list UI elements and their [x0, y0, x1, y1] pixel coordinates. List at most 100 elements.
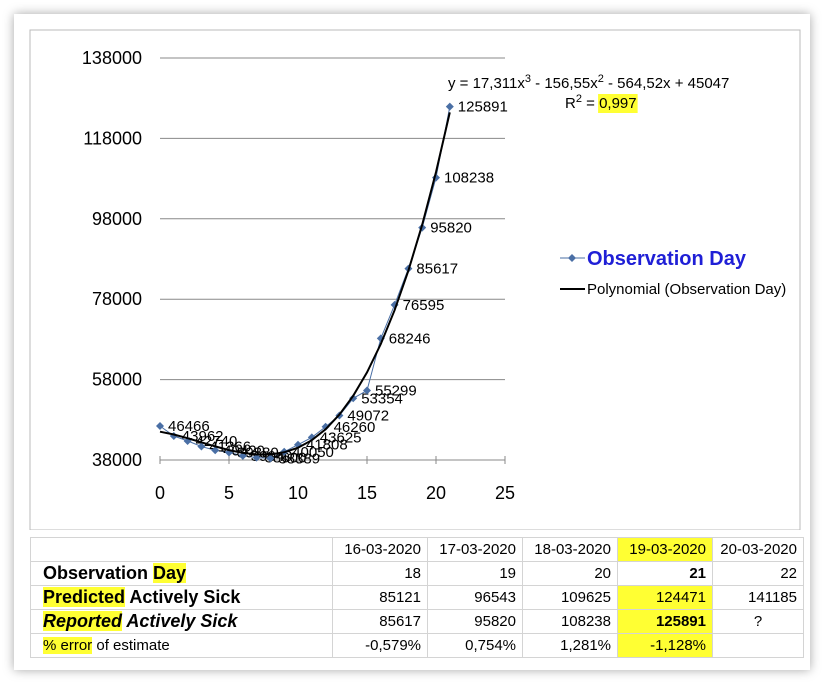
- header-cell: 16-03-2020: [332, 537, 428, 562]
- row-label: Reported Actively Sick: [30, 609, 333, 634]
- row: % error of estimate -0,579% 0,754% 1,281…: [30, 633, 804, 658]
- equation-part: - 156,55x: [531, 75, 598, 92]
- data-label: 46466: [168, 418, 210, 435]
- data-label: 53354: [361, 390, 403, 407]
- marker: [197, 442, 206, 451]
- cell: [30, 537, 333, 562]
- row: Predicted Actively Sick 85121 96543 1096…: [30, 585, 804, 610]
- label-part: of estimate: [92, 637, 170, 654]
- cell: 0,754%: [427, 633, 523, 658]
- data-label: 46260: [334, 419, 376, 436]
- marker: [349, 394, 358, 403]
- label-part: Predicted: [43, 587, 126, 607]
- equation-part: y = 17,311x: [448, 75, 525, 92]
- marker: [445, 102, 454, 111]
- r-squared-part: =: [582, 95, 599, 112]
- cell: 21: [617, 561, 713, 586]
- header-cell: 19-03-2020: [617, 537, 713, 562]
- series-line: [159, 112, 451, 456]
- x-tick-label: 10: [288, 483, 308, 503]
- label-part: % error: [43, 637, 93, 654]
- chart-area: [29, 29, 801, 530]
- cell: 18: [332, 561, 428, 586]
- cell: 125891: [617, 609, 713, 634]
- data-label: 41808: [306, 437, 348, 454]
- data-label: 42740: [196, 433, 238, 450]
- data-label: 68246: [389, 330, 431, 347]
- y-tick-label: 138000: [82, 48, 142, 68]
- data-label: 85617: [416, 261, 458, 278]
- marker: [252, 453, 261, 462]
- cell: 22: [712, 561, 804, 586]
- header-cell: 20-03-2020: [712, 537, 804, 562]
- cell: ?: [712, 609, 804, 634]
- cell: [712, 633, 804, 658]
- legend-entry: Polynomial (Observation Day): [587, 280, 787, 299]
- r-squared: R2 = 0,997: [565, 93, 637, 112]
- series-line: [159, 106, 451, 459]
- data-label: 95820: [430, 220, 472, 237]
- r-squared-part: 0,997: [599, 95, 637, 112]
- label-part: Actively Sick: [125, 587, 241, 607]
- x-tick-label: 15: [357, 483, 377, 503]
- label-part: Day: [153, 563, 187, 583]
- label-part: Observation: [43, 563, 154, 583]
- equation-part: 2: [598, 73, 604, 85]
- y-tick-label: 38000: [92, 450, 142, 470]
- cell: 109625: [522, 585, 618, 610]
- marker: [266, 454, 275, 463]
- trendline-equation: y = 17,311x3 - 156,55x2 - 564,52x + 4504…: [448, 73, 729, 92]
- row-label: % error of estimate: [30, 633, 333, 658]
- data-table: 16-03-2020 17-03-2020 18-03-2020 19-03-2…: [30, 537, 804, 658]
- row: Observation Day 18 19 20 21 22: [30, 561, 804, 586]
- label-part: Actively Sick: [122, 611, 238, 631]
- header-cell: 18-03-2020: [522, 537, 618, 562]
- cell: 19: [427, 561, 523, 586]
- x-tick-label: 20: [426, 483, 446, 503]
- data-label: 38389: [278, 450, 320, 467]
- data-label: 125891: [458, 99, 508, 116]
- data-label: 49072: [347, 407, 389, 424]
- header-row: 16-03-2020 17-03-2020 18-03-2020 19-03-2…: [30, 537, 804, 562]
- r-squared-part: 2: [576, 93, 582, 105]
- data-label: 76595: [403, 297, 445, 314]
- legend-label: Observation Day: [587, 248, 747, 270]
- cell: -0,579%: [332, 633, 428, 658]
- y-tick-label: 78000: [92, 289, 142, 309]
- x-tick-label: 25: [495, 483, 515, 503]
- cell: 96543: [427, 585, 523, 610]
- row-label: Observation Day: [30, 561, 333, 586]
- x-tick-label: 0: [155, 483, 165, 503]
- equation-part: - 564,52x + 45047: [604, 75, 730, 92]
- data-label: 43625: [320, 429, 362, 446]
- header-cell: 17-03-2020: [427, 537, 523, 562]
- x-tick-label: 5: [224, 483, 234, 503]
- y-tick-label: 58000: [92, 370, 142, 390]
- row-label: Predicted Actively Sick: [30, 585, 333, 610]
- y-tick-label: 118000: [83, 128, 142, 148]
- data-label: 43962: [182, 428, 224, 445]
- cell: 85121: [332, 585, 428, 610]
- cell: -1,128%: [617, 633, 713, 658]
- legend-label: Polynomial (Observation Day): [587, 281, 787, 298]
- row: Reported Actively Sick 85617 95820 10823…: [30, 609, 804, 634]
- cell: 108238: [522, 609, 618, 634]
- cell: 1,281%: [522, 633, 618, 658]
- r-squared-part: R: [565, 95, 576, 112]
- data-label: 55299: [375, 382, 417, 399]
- label-part: Reported: [43, 611, 123, 631]
- y-tick-label: 98000: [92, 209, 142, 229]
- marker: [363, 386, 371, 395]
- cell: 20: [522, 561, 618, 586]
- data-label: 40050: [292, 444, 334, 461]
- data-label: 41366: [209, 438, 251, 455]
- cell: 124471: [617, 585, 713, 610]
- cell: 141185: [712, 585, 804, 610]
- marker: [321, 422, 330, 431]
- cell: 85617: [332, 609, 428, 634]
- equation-part: 3: [525, 73, 531, 85]
- highlight: [598, 94, 638, 113]
- cell: 95820: [427, 609, 523, 634]
